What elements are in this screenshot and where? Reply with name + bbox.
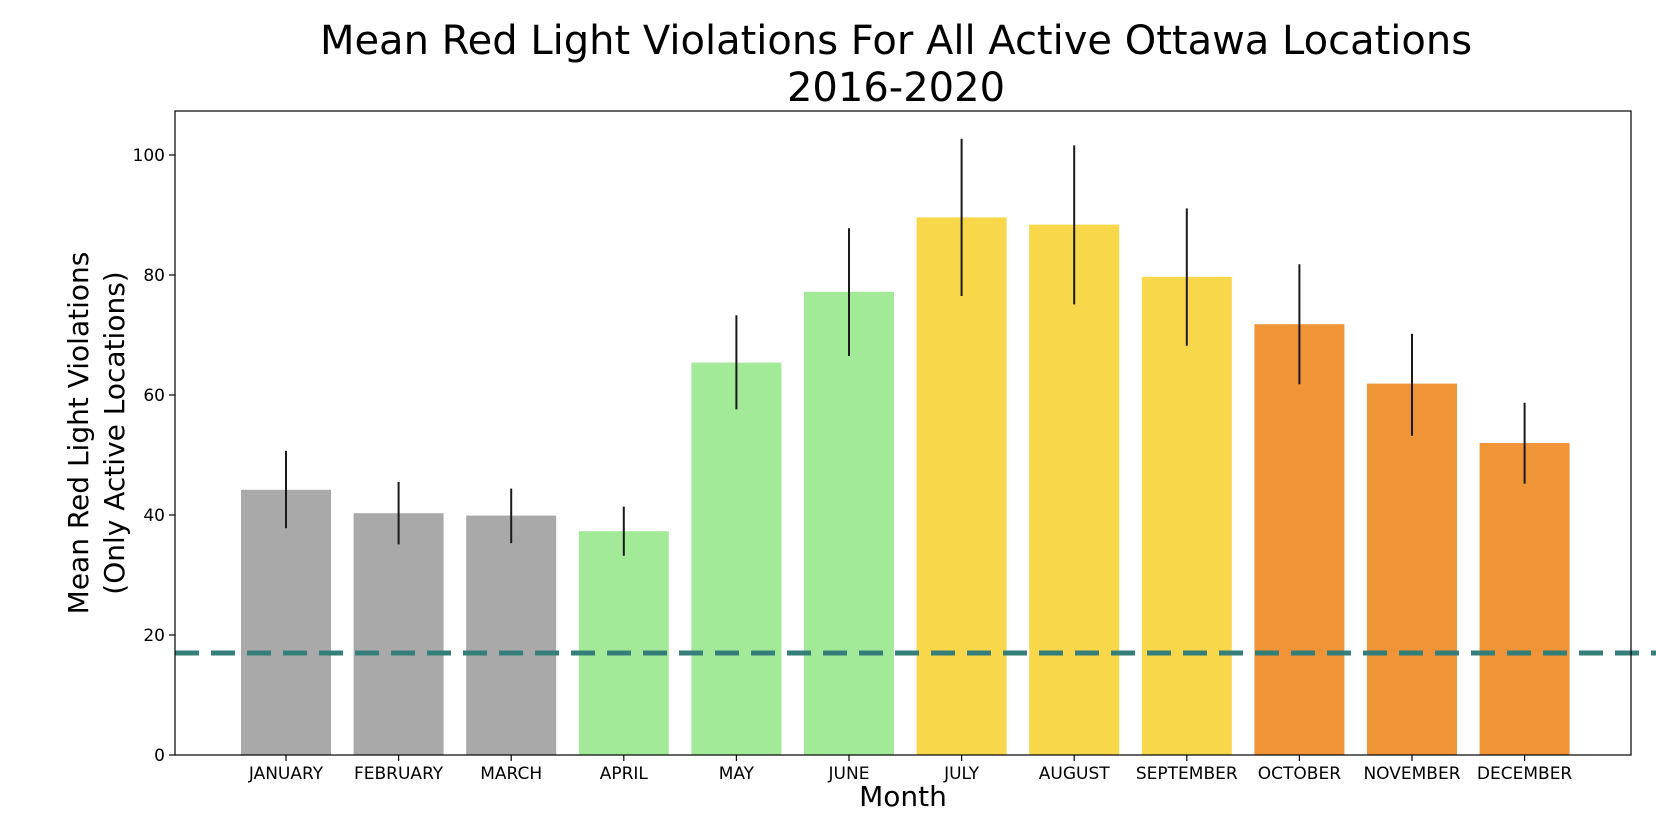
y-axis-label-line2: (Only Active Locations) — [98, 271, 131, 594]
y-axis-label-group: Mean Red Light Violations — [62, 252, 95, 615]
x-tick-label: NOVEMBER — [1363, 764, 1460, 784]
bar-december — [1479, 443, 1570, 755]
bar-may — [691, 362, 782, 755]
error-bars-group — [285, 138, 1526, 556]
chart-subtitle: 2016-2020 — [787, 65, 1005, 111]
bar-november — [1367, 383, 1457, 755]
y-axis-ticks: 0 20 40 60 80 100 — [133, 146, 175, 766]
x-axis-ticks: JANUARY FEBRUARY MARCH APRIL MAY JUNE JULY AUGU… — [248, 755, 1573, 784]
bar-august — [1029, 224, 1120, 756]
y-axis-label: Mean Red Light Violations — [62, 252, 95, 615]
x-tick-label: MARCH — [480, 764, 542, 784]
x-tick-label: FEBRUARY — [354, 764, 444, 784]
y-tick-label: 80 — [143, 266, 165, 286]
x-tick-label: SEPTEMBER — [1136, 764, 1238, 784]
x-tick-label: JUNE — [828, 764, 870, 784]
bar-october — [1254, 324, 1345, 755]
bar-june — [804, 291, 894, 755]
bar-july — [916, 217, 1007, 755]
x-axis-label: Month — [859, 780, 947, 813]
bar-january — [241, 489, 331, 755]
y-axis-label-line2-group: (Only Active Locations) — [98, 271, 131, 594]
bar-march — [466, 515, 557, 755]
y-tick-label: 100 — [133, 146, 165, 166]
chart-title: Mean Red Light Violations For All Active… — [320, 18, 1472, 64]
x-tick-label: OCTOBER — [1258, 764, 1341, 784]
x-tick-label: JULY — [943, 764, 980, 784]
bar-february — [353, 513, 444, 755]
y-tick-label: 60 — [143, 386, 165, 406]
x-tick-label: APRIL — [600, 764, 649, 784]
x-tick-label: DECEMBER — [1477, 764, 1573, 784]
bar-april — [578, 531, 669, 755]
bar-september — [1141, 276, 1232, 755]
y-tick-label: 20 — [143, 626, 165, 646]
x-tick-label: AUGUST — [1039, 764, 1110, 784]
plot-frame — [174, 110, 1632, 756]
x-tick-label: MAY — [719, 764, 755, 784]
bars-group — [241, 217, 1570, 756]
x-tick-label: JANUARY — [248, 764, 324, 784]
y-tick-label: 40 — [143, 506, 165, 526]
y-tick-label: 0 — [154, 746, 165, 766]
